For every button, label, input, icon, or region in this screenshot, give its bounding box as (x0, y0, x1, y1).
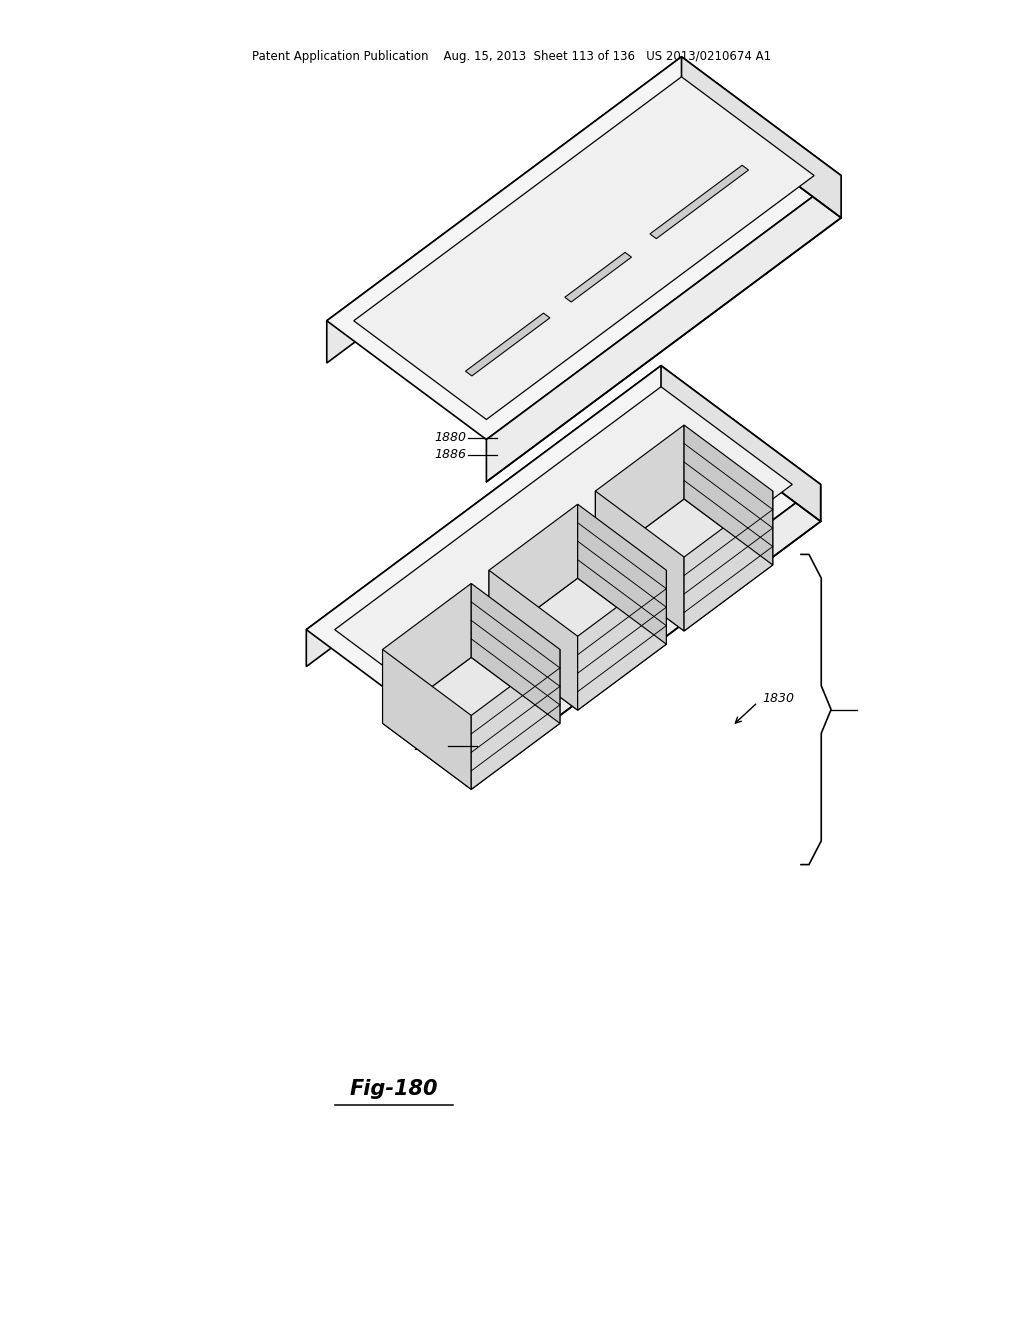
Polygon shape (489, 504, 578, 644)
Polygon shape (684, 491, 773, 631)
Polygon shape (353, 77, 814, 420)
Polygon shape (684, 425, 773, 565)
Polygon shape (595, 425, 684, 565)
Polygon shape (335, 387, 793, 727)
Polygon shape (383, 657, 560, 789)
Polygon shape (306, 366, 820, 748)
Polygon shape (662, 366, 820, 521)
Polygon shape (466, 484, 820, 785)
Polygon shape (578, 504, 667, 644)
Polygon shape (565, 252, 632, 302)
Polygon shape (471, 649, 560, 789)
Polygon shape (650, 165, 749, 239)
Text: 1882: 1882 (414, 739, 445, 752)
Polygon shape (383, 583, 471, 723)
Polygon shape (306, 366, 662, 667)
Text: 1880: 1880 (434, 432, 466, 445)
Polygon shape (383, 649, 471, 789)
Polygon shape (682, 57, 841, 218)
Polygon shape (466, 313, 550, 376)
Polygon shape (489, 578, 667, 710)
Polygon shape (327, 57, 841, 440)
Polygon shape (578, 570, 667, 710)
Text: 1830: 1830 (763, 692, 795, 705)
Text: 1886: 1886 (434, 449, 466, 462)
Polygon shape (489, 570, 578, 710)
Text: Patent Application Publication    Aug. 15, 2013  Sheet 113 of 136   US 2013/0210: Patent Application Publication Aug. 15, … (253, 50, 771, 63)
Polygon shape (595, 499, 773, 631)
Polygon shape (471, 583, 560, 723)
Polygon shape (327, 57, 682, 363)
Polygon shape (486, 176, 841, 482)
Polygon shape (595, 491, 684, 631)
Text: Fig-180: Fig-180 (350, 1078, 438, 1100)
